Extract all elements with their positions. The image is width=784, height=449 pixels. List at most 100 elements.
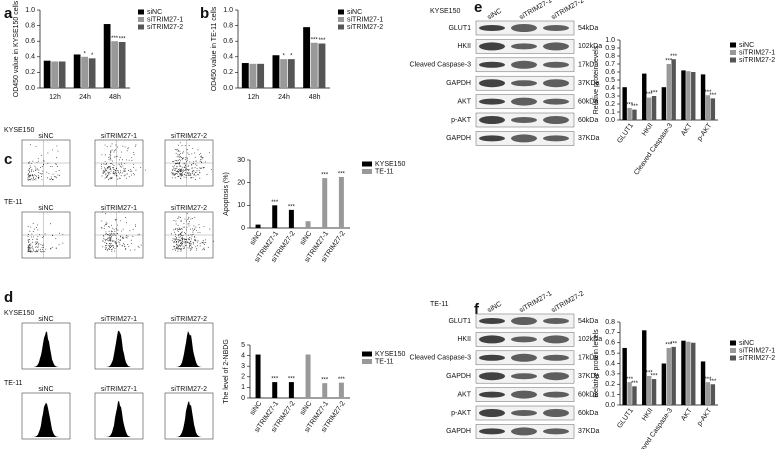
bar bbox=[705, 95, 711, 120]
flow-dot bbox=[176, 241, 177, 243]
flow-dot bbox=[115, 241, 117, 243]
flow-dot bbox=[106, 239, 108, 241]
band bbox=[479, 61, 505, 68]
flow-dot bbox=[29, 176, 31, 178]
flow-dot bbox=[106, 224, 107, 226]
flow-dot bbox=[105, 233, 107, 234]
flow-dot bbox=[178, 248, 180, 250]
flow-dot bbox=[190, 173, 192, 175]
flow-dot bbox=[106, 176, 108, 177]
flow-dot bbox=[114, 231, 116, 233]
flow-dot bbox=[109, 246, 111, 248]
flow-dot bbox=[126, 237, 128, 239]
flow-dot bbox=[119, 164, 121, 166]
band bbox=[511, 353, 537, 362]
flow-dot bbox=[27, 239, 29, 241]
flow-dot bbox=[106, 146, 108, 148]
flow-dot bbox=[199, 172, 201, 174]
flow-dot bbox=[30, 243, 32, 245]
flow-dot bbox=[40, 176, 42, 178]
flow-dot bbox=[176, 172, 177, 174]
y-axis-label: Relative protein levels bbox=[593, 329, 600, 398]
flow-dot bbox=[55, 171, 57, 173]
flow-dot bbox=[174, 168, 176, 170]
flow-dot bbox=[179, 162, 181, 164]
flow-dot bbox=[101, 175, 103, 177]
flow-dot bbox=[176, 148, 178, 150]
flow-dot bbox=[109, 238, 110, 240]
flow-dot bbox=[180, 237, 182, 239]
flow-dot bbox=[188, 239, 190, 241]
significance: *** bbox=[709, 93, 717, 99]
significance: *** bbox=[271, 377, 279, 383]
flow-dot bbox=[105, 233, 107, 235]
flow-dot bbox=[30, 174, 32, 176]
y-axis-label: Apoptosis (%) bbox=[223, 172, 230, 216]
flow-dot bbox=[37, 242, 38, 244]
flow-dot bbox=[176, 239, 178, 240]
protein-label: GLUT1 bbox=[448, 25, 471, 32]
flow-dot bbox=[176, 246, 177, 248]
flow-dot bbox=[104, 171, 106, 173]
flow-dot bbox=[38, 243, 40, 245]
flow-dot bbox=[180, 142, 182, 144]
flow-dot bbox=[196, 241, 198, 243]
flow-dot bbox=[193, 163, 195, 164]
flow-dot bbox=[174, 241, 175, 242]
flow-dot bbox=[116, 174, 118, 176]
flow-dot bbox=[113, 151, 115, 153]
flow-dot bbox=[37, 247, 39, 249]
flow-dot bbox=[30, 226, 32, 228]
band bbox=[543, 79, 569, 88]
flow-dot bbox=[125, 217, 127, 218]
y-tick-label: 1.0 bbox=[605, 37, 615, 44]
flow-dot bbox=[27, 177, 29, 179]
legend-swatch bbox=[362, 169, 372, 174]
flow-dot bbox=[119, 220, 121, 222]
x-tick-label: HKII bbox=[641, 407, 655, 422]
flow-dot bbox=[185, 165, 187, 167]
flow-dot bbox=[199, 154, 200, 156]
flow-dot bbox=[177, 240, 179, 242]
bar bbox=[642, 73, 647, 120]
flow-dot bbox=[103, 170, 104, 172]
flow-dot bbox=[40, 243, 42, 245]
flow-dot bbox=[110, 163, 112, 165]
bar bbox=[646, 97, 652, 120]
y-tick-label: 0.6 bbox=[605, 69, 615, 76]
bar bbox=[305, 354, 311, 398]
flow-dot bbox=[47, 177, 49, 179]
flow-dot bbox=[189, 174, 191, 176]
flow-dot bbox=[104, 177, 106, 179]
flow-dot bbox=[105, 213, 107, 215]
flow-dot bbox=[194, 173, 196, 175]
flow-dot bbox=[30, 251, 31, 252]
flow-dot bbox=[51, 247, 53, 248]
cell-line-label: TE-11 bbox=[430, 301, 449, 308]
flow-dot bbox=[117, 238, 119, 240]
flow-dot bbox=[39, 250, 41, 252]
flow-dot bbox=[101, 220, 103, 222]
band bbox=[479, 372, 505, 381]
flow-dot bbox=[176, 160, 178, 162]
flow-dot bbox=[130, 239, 132, 241]
bar bbox=[322, 178, 328, 228]
flow-dot bbox=[111, 249, 113, 250]
flow-dot bbox=[113, 168, 115, 170]
flow-dot bbox=[191, 164, 193, 166]
flow-dot bbox=[31, 233, 33, 235]
legend-label: TE-11 bbox=[375, 168, 394, 175]
flow-dot bbox=[38, 243, 40, 244]
flow-dot bbox=[179, 153, 181, 154]
flow-dot bbox=[181, 169, 183, 171]
flow-dot bbox=[111, 240, 113, 242]
flow-dot bbox=[50, 176, 52, 178]
flow-dot bbox=[110, 224, 112, 226]
flow-dot bbox=[109, 173, 111, 175]
flow-dot bbox=[104, 168, 106, 170]
flow-dot bbox=[174, 233, 176, 235]
y-tick-label: 0.8 bbox=[223, 22, 233, 29]
flow-dot bbox=[186, 157, 188, 159]
significance: *** bbox=[626, 377, 634, 383]
flow-dot bbox=[187, 241, 189, 243]
